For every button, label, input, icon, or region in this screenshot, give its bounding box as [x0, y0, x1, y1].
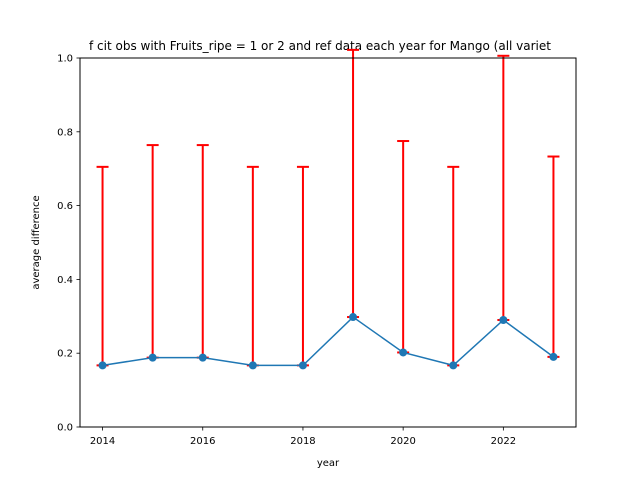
plot-area — [96, 48, 560, 370]
data-point — [148, 353, 157, 362]
data-point — [349, 313, 358, 322]
data-point — [198, 353, 207, 362]
series-line — [102, 316, 554, 367]
y-tick-label: 0.6 — [57, 201, 73, 212]
data-point — [399, 348, 408, 357]
y-tick-label: 0.8 — [57, 127, 73, 138]
data-point — [449, 361, 458, 370]
x-tick-label: 2022 — [491, 436, 516, 447]
y-tick-label: 1.0 — [57, 54, 73, 65]
y-tick-label: 0.0 — [57, 423, 73, 434]
x-tick-label: 2018 — [290, 436, 315, 447]
x-axis: 2014 2016 2018 2020 2022 — [90, 427, 516, 447]
y-tick-label: 0.4 — [57, 275, 73, 286]
y-axis-label: average difference — [31, 195, 42, 289]
data-point — [248, 361, 257, 370]
y-tick-label: 0.2 — [57, 349, 73, 360]
x-tick-label: 2014 — [90, 436, 115, 447]
data-point — [98, 361, 107, 370]
data-point — [499, 315, 508, 324]
x-tick-label: 2020 — [390, 436, 415, 447]
data-point — [549, 352, 558, 361]
x-tick-label: 2016 — [190, 436, 215, 447]
x-axis-label: year — [317, 458, 340, 469]
data-point — [298, 361, 307, 370]
axes-frame — [79, 57, 577, 428]
chart-title: f cit obs with Fruits_ripe = 1 or 2 and … — [89, 39, 551, 53]
y-axis: 0.0 0.2 0.4 0.6 0.8 1.0 — [57, 54, 80, 434]
